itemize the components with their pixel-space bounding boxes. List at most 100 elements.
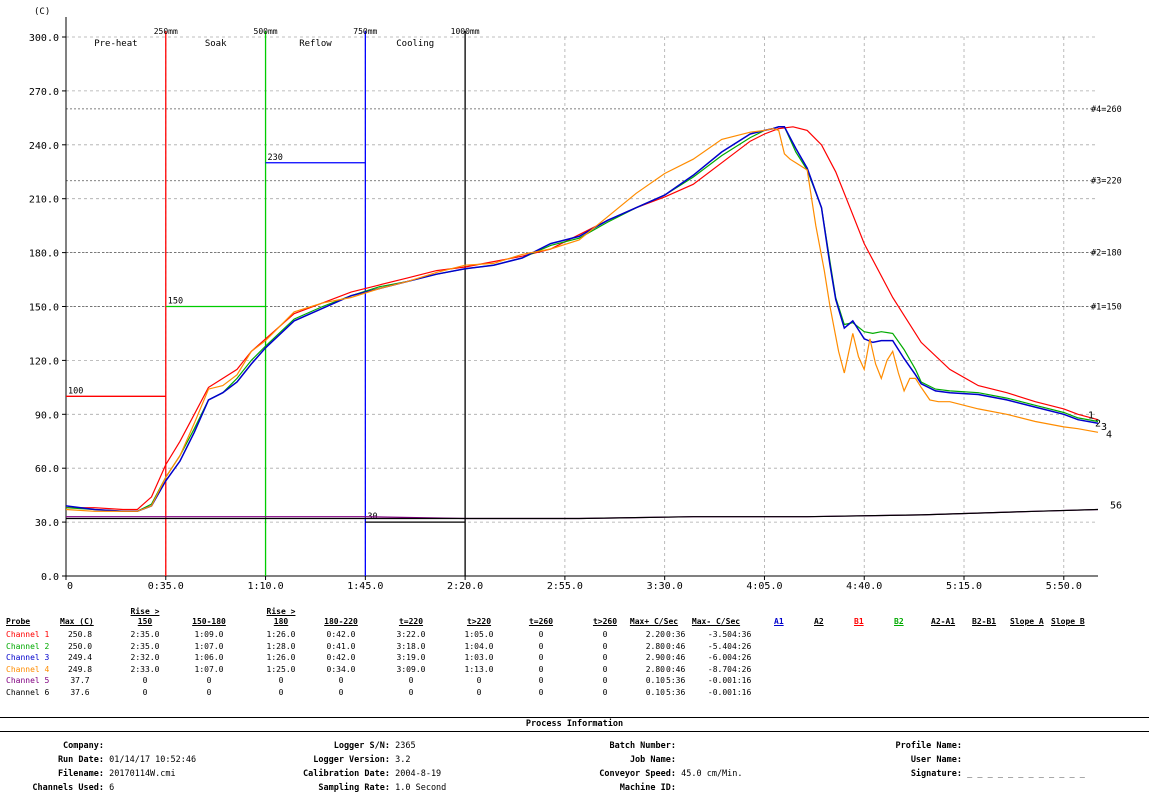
stat-value: 249.4	[67, 653, 93, 662]
y-tick-label: 90.0	[35, 410, 59, 421]
stat-value: -3.50	[707, 630, 732, 639]
column-header: Probe	[6, 617, 31, 626]
column-header: t>260	[592, 617, 618, 626]
stat-value: 1:03.0	[464, 653, 494, 662]
process-info-key: Profile Name:	[895, 741, 962, 751]
stat-value: 2:33.0	[130, 664, 160, 674]
stat-value: 2:32.0	[130, 653, 160, 662]
x-tick-label: 0:35.0	[148, 581, 184, 590]
stat-value: 0:42.0	[326, 653, 356, 662]
process-info-value: 45.0 cm/Min.	[676, 769, 743, 779]
y-tick-label: 210.0	[29, 195, 59, 206]
series-line	[65, 126, 1099, 513]
threshold-label: #1=150	[1091, 303, 1122, 313]
process-info-row: Profile Name:	[820, 739, 1085, 753]
column-header: 180	[273, 617, 289, 626]
process-info-key: Conveyor Speed:	[599, 769, 676, 779]
zone-line-label: 250mm	[154, 27, 178, 36]
probe-name: Channel 1	[6, 630, 50, 639]
x-tick-label: 2:20.0	[447, 581, 483, 590]
column-header: B2	[894, 617, 904, 626]
column-header: A2-A1	[931, 617, 956, 626]
stat-value: 249.8	[67, 664, 93, 674]
column-header: t=220	[398, 617, 424, 626]
x-tick-label: 0	[67, 581, 73, 590]
stat-value: 0	[602, 653, 608, 662]
stat-value: 0	[476, 687, 482, 697]
series-end-label: 3	[1101, 422, 1107, 433]
stat-value: 0:36	[666, 630, 686, 639]
process-info-title: Process Information	[525, 719, 624, 729]
column-header: Slope B	[1051, 617, 1085, 626]
stat-value: 0	[206, 676, 212, 685]
process-info-key: User Name:	[910, 755, 962, 765]
stat-value: -5.40	[707, 641, 732, 651]
column-header: Rise >	[130, 607, 160, 616]
stat-value: 4:26	[732, 653, 752, 662]
stat-value: 3:09.0	[396, 664, 426, 674]
zone-name: Soak	[205, 39, 227, 49]
stat-value: 0.10	[645, 687, 665, 697]
stat-value: -8.70	[707, 664, 732, 674]
column-header: Max (C)	[60, 617, 94, 626]
process-info-row: Batch Number:	[560, 739, 743, 753]
x-tick-label: 5:50.0	[1046, 581, 1082, 590]
stat-value: 0	[408, 687, 414, 697]
stat-value: 1:26.0	[266, 653, 296, 662]
process-info-key: Batch Number:	[609, 741, 676, 751]
stat-value: 0	[206, 687, 212, 697]
process-info-key: Job Name:	[629, 755, 676, 765]
zone-line-label: 1000mm	[451, 27, 480, 36]
stat-value: 0:42.0	[326, 630, 356, 639]
series-end-label: 1	[1088, 411, 1094, 422]
stat-value: 2:35.0	[130, 630, 160, 639]
stat-value: 0	[338, 687, 344, 697]
stat-value: 0	[278, 676, 284, 685]
stat-value: 0	[538, 630, 544, 639]
process-info-column: Company: Run Date: 01/14/17 10:52:46 File…	[4, 739, 196, 795]
series-line	[65, 127, 1099, 512]
stat-value: 1:04.0	[464, 641, 494, 651]
process-info-row: Channels Used: 6	[4, 781, 196, 795]
divider	[0, 731, 1149, 732]
process-info-row: Job Name:	[560, 753, 743, 767]
stat-value: 0	[476, 676, 482, 685]
x-tick-label: 4:40.0	[846, 581, 882, 590]
column-header: 150	[137, 617, 153, 626]
process-info-key: Logger Version:	[313, 755, 390, 765]
stat-value: 0	[278, 687, 284, 697]
process-info-value: 3.2	[390, 755, 411, 765]
series-line	[66, 126, 1099, 511]
process-info-row: Company:	[4, 739, 196, 753]
zone-setpoint-label: 100	[68, 386, 83, 396]
column-header: Max- C/Sec	[691, 617, 741, 626]
stat-value: 4:26	[732, 641, 752, 651]
zone-name: Reflow	[299, 39, 332, 49]
stat-value: 1:07.0	[194, 641, 224, 651]
stat-value: 0	[538, 676, 544, 685]
stat-value: -0.00	[707, 687, 732, 697]
stat-value: 3:18.0	[396, 641, 426, 651]
column-header: B1	[854, 617, 864, 626]
process-info-key: Run Date:	[57, 755, 104, 765]
x-tick-label: 3:30.0	[647, 581, 683, 590]
process-info-value: 2365	[390, 741, 416, 751]
stat-value: 0	[538, 653, 544, 662]
series-end-label: 56	[1110, 501, 1122, 512]
probe-name: Channel 4	[6, 664, 50, 674]
stat-value: 250.0	[67, 641, 93, 651]
process-info-value: 2004-8-19	[390, 769, 442, 779]
stat-value: 0	[602, 641, 608, 651]
stat-value: 0	[538, 664, 544, 674]
y-unit-label: (C)	[34, 7, 50, 17]
threshold-label: #3=220	[1091, 177, 1122, 187]
x-tick-label: 1:45.0	[347, 581, 383, 590]
column-header: A2	[814, 617, 824, 626]
zone-name: Pre-heat	[94, 39, 137, 49]
stat-value: 0	[538, 687, 544, 697]
process-info-column: Profile Name: User Name: Signature: _ _ …	[820, 739, 1085, 781]
stat-value: 4:26	[732, 664, 752, 674]
y-tick-label: 60.0	[35, 464, 59, 475]
stat-value: 0	[538, 641, 544, 651]
stat-value: 1:06.0	[194, 653, 224, 662]
